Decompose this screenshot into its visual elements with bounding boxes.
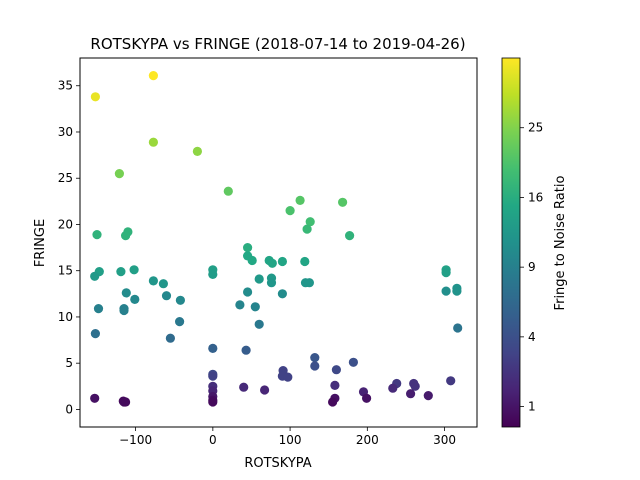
scatter-point — [90, 329, 100, 339]
scatter-point — [161, 291, 172, 301]
scatter-point — [241, 345, 251, 355]
scatter-point — [345, 231, 355, 241]
scatter-point — [441, 286, 451, 296]
scatter-point — [452, 286, 462, 296]
scatter-point — [388, 383, 398, 393]
scatter-point — [208, 269, 218, 279]
scatter-point — [423, 391, 433, 401]
scatter-point — [441, 268, 451, 278]
scatter-point — [300, 256, 310, 267]
x-axis-ticks: −100 0 100 200 300 — [119, 427, 456, 447]
scatter-point — [260, 385, 270, 395]
scatter-point — [93, 304, 104, 314]
y-tick-label: 25 — [58, 171, 73, 185]
scatter-point — [243, 287, 253, 297]
scatter-point — [223, 186, 233, 196]
colorbar-label: Fringe to Noise Ratio — [553, 176, 568, 311]
scatter-point — [247, 255, 257, 266]
y-tick-label: 10 — [58, 310, 73, 324]
y-tick-label: 0 — [65, 402, 73, 416]
colorbar-tick-label: 1 — [528, 400, 536, 414]
scatter-point — [410, 381, 420, 391]
scatter-point — [266, 278, 277, 288]
y-tick-label: 20 — [58, 217, 73, 231]
colorbar-tick-label: 4 — [528, 330, 536, 344]
scatter-point — [90, 393, 100, 403]
x-tick-label: −100 — [119, 433, 152, 447]
colorbar-ticks: 1 4 9 16 25 — [520, 121, 543, 414]
colorbar-tick-label: 16 — [528, 190, 543, 204]
scatter-point — [406, 389, 416, 399]
scatter-point — [129, 265, 139, 275]
scatter-point — [114, 169, 124, 179]
x-tick-label: 200 — [356, 433, 379, 447]
scatter-point — [362, 393, 372, 403]
scatter-point — [208, 371, 218, 381]
scatter-point — [331, 365, 341, 375]
scatter-point — [148, 137, 158, 147]
scatter-point — [310, 353, 320, 363]
scatter-point — [328, 397, 338, 407]
scatter-point — [158, 279, 168, 289]
scatter-point — [267, 258, 277, 268]
scatter-point — [148, 71, 158, 81]
x-axis-label: ROTSKYPA — [244, 456, 311, 471]
scatter-point — [305, 217, 315, 227]
y-tick-label: 5 — [65, 356, 73, 370]
scatter-point — [302, 224, 312, 234]
scatter-point — [283, 372, 293, 382]
scatter-point — [239, 382, 249, 392]
scatter-point — [121, 231, 131, 241]
y-tick-label: 35 — [58, 79, 73, 93]
scatter-point — [121, 397, 131, 407]
scatter-point — [175, 295, 185, 305]
scatter-point — [446, 376, 456, 386]
scatter-points — [90, 71, 463, 407]
scatter-point — [130, 294, 140, 304]
scatter-point — [165, 333, 175, 343]
y-tick-label: 15 — [58, 264, 73, 278]
scatter-point — [330, 380, 340, 390]
scatter-point — [119, 305, 129, 316]
colorbar — [501, 57, 521, 428]
x-tick-label: 300 — [433, 433, 456, 447]
scatter-point — [243, 243, 253, 253]
x-tick-label: 0 — [209, 433, 217, 447]
scatter-point — [277, 256, 287, 267]
y-tick-label: 30 — [58, 125, 73, 139]
scatter-point — [304, 278, 314, 288]
chart-title: ROTSKYPA vs FRINGE (2018-07-14 to 2019-0… — [90, 35, 465, 53]
colorbar-tick-label: 9 — [528, 260, 536, 274]
scatter-point — [235, 300, 245, 310]
scatter-point — [285, 206, 295, 216]
scatter-point — [295, 195, 305, 205]
scatter-point — [92, 230, 102, 240]
scatter-point — [250, 302, 260, 312]
scatter-point — [348, 357, 358, 367]
scatter-point — [254, 319, 264, 329]
scatter-point — [208, 343, 218, 353]
scatter-point — [453, 323, 463, 333]
scatter-point — [121, 288, 131, 298]
scatter-point — [90, 92, 100, 102]
scatter-point — [310, 361, 320, 371]
scatter-point — [192, 146, 202, 156]
plot-frame — [79, 57, 478, 428]
scatter-point — [254, 274, 264, 284]
scatter-point — [277, 289, 287, 299]
scatter-point — [338, 197, 348, 207]
colorbar-tick-label: 25 — [528, 121, 543, 135]
y-axis-ticks: 0 5 10 15 20 25 30 35 — [58, 79, 80, 416]
scatter-point — [116, 267, 126, 277]
scatter-point — [90, 271, 100, 281]
scatter-point — [175, 317, 185, 327]
scatter-point — [148, 276, 158, 286]
x-tick-label: 100 — [279, 433, 302, 447]
scatter-point — [208, 397, 218, 407]
y-axis-label: FRINGE — [33, 219, 48, 267]
